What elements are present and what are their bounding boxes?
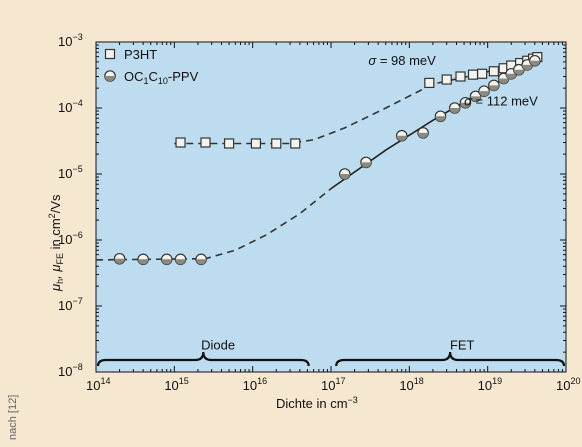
brace-fet bbox=[335, 351, 566, 367]
p3ht-point bbox=[250, 138, 262, 149]
y-tick-label: 10−8 bbox=[58, 362, 83, 379]
ppv-point-shade bbox=[522, 64, 533, 71]
legend-p3ht-label: P3HT bbox=[124, 47, 157, 62]
plot-background bbox=[95, 41, 567, 373]
ppv-point-shade bbox=[360, 162, 372, 168]
x-tick-label: 1014 bbox=[86, 376, 110, 393]
legend-ppv-marker-shade bbox=[104, 76, 116, 82]
p3ht-point bbox=[200, 137, 211, 148]
y-tick-label: 10−4 bbox=[58, 98, 83, 115]
y-axis-label: μh, μFE in cm2/Vs bbox=[47, 194, 65, 292]
x-axis-label: Dichte in cm−3 bbox=[276, 395, 358, 411]
p3ht-point bbox=[271, 138, 282, 149]
ppv-point-shade bbox=[339, 174, 350, 180]
ppv-point-shade bbox=[488, 85, 500, 91]
x-tick-label: 1016 bbox=[243, 376, 267, 393]
ppv-point-shade bbox=[478, 91, 490, 97]
x-tick-label: 1017 bbox=[321, 376, 345, 393]
annotation-3: FET bbox=[450, 337, 475, 352]
y-tick-label: 10−6 bbox=[58, 230, 83, 247]
brace-diode bbox=[96, 351, 310, 367]
y-tick-label: 10−7 bbox=[58, 296, 83, 313]
p3ht-point bbox=[223, 138, 235, 149]
p3ht-point bbox=[477, 68, 488, 79]
annotation-0: σ = 98 meV bbox=[368, 53, 436, 68]
ppv-fit-line-diode bbox=[95, 187, 332, 261]
legend-ppv-label: OC1C10-PPV bbox=[124, 69, 199, 86]
x-tick-label: 1015 bbox=[164, 376, 188, 393]
source-note: nach [12] bbox=[7, 395, 19, 440]
ppv-point-shade bbox=[175, 259, 186, 265]
plot-area-group: 1014 1015 1016 1017 1018 1019 1020 10−8 10−7 10−6… bbox=[47, 32, 580, 411]
ppv-point-shade bbox=[506, 73, 517, 79]
x-tick-label: 1018 bbox=[399, 376, 423, 393]
ppv-point-shade bbox=[498, 78, 509, 84]
ppv-point-shade bbox=[529, 60, 541, 66]
x-tick-label: 1019 bbox=[478, 376, 502, 393]
ppv-point-shade bbox=[137, 259, 149, 265]
p3ht-point bbox=[455, 71, 466, 82]
annotation-1: σ = 112 meV bbox=[464, 93, 538, 108]
p3ht-point bbox=[441, 74, 452, 85]
p3ht-point bbox=[488, 66, 499, 77]
p3ht-point bbox=[290, 138, 301, 149]
annotation-2: Diode bbox=[201, 337, 235, 352]
ppv-point-shade bbox=[449, 108, 460, 114]
y-tick-label: 10−3 bbox=[58, 32, 83, 49]
ppv-point-shade bbox=[470, 96, 481, 102]
ppv-point-shade bbox=[195, 259, 207, 265]
p3ht-point bbox=[467, 69, 479, 80]
ppv-point-shade bbox=[460, 102, 471, 108]
ppv-point-shade bbox=[161, 259, 172, 265]
y-tick-label: 10−5 bbox=[58, 164, 83, 181]
ppv-point-shade bbox=[417, 132, 429, 139]
legend-p3ht-marker bbox=[104, 48, 116, 60]
ppv-point-shade bbox=[513, 69, 525, 75]
p3ht-point bbox=[424, 77, 435, 89]
p3ht-point bbox=[175, 137, 186, 148]
ppv-point-shade bbox=[435, 116, 446, 122]
ppv-point-shade bbox=[114, 258, 125, 264]
x-tick-label: 1020 bbox=[556, 376, 580, 393]
ppv-point-shade bbox=[396, 135, 407, 141]
